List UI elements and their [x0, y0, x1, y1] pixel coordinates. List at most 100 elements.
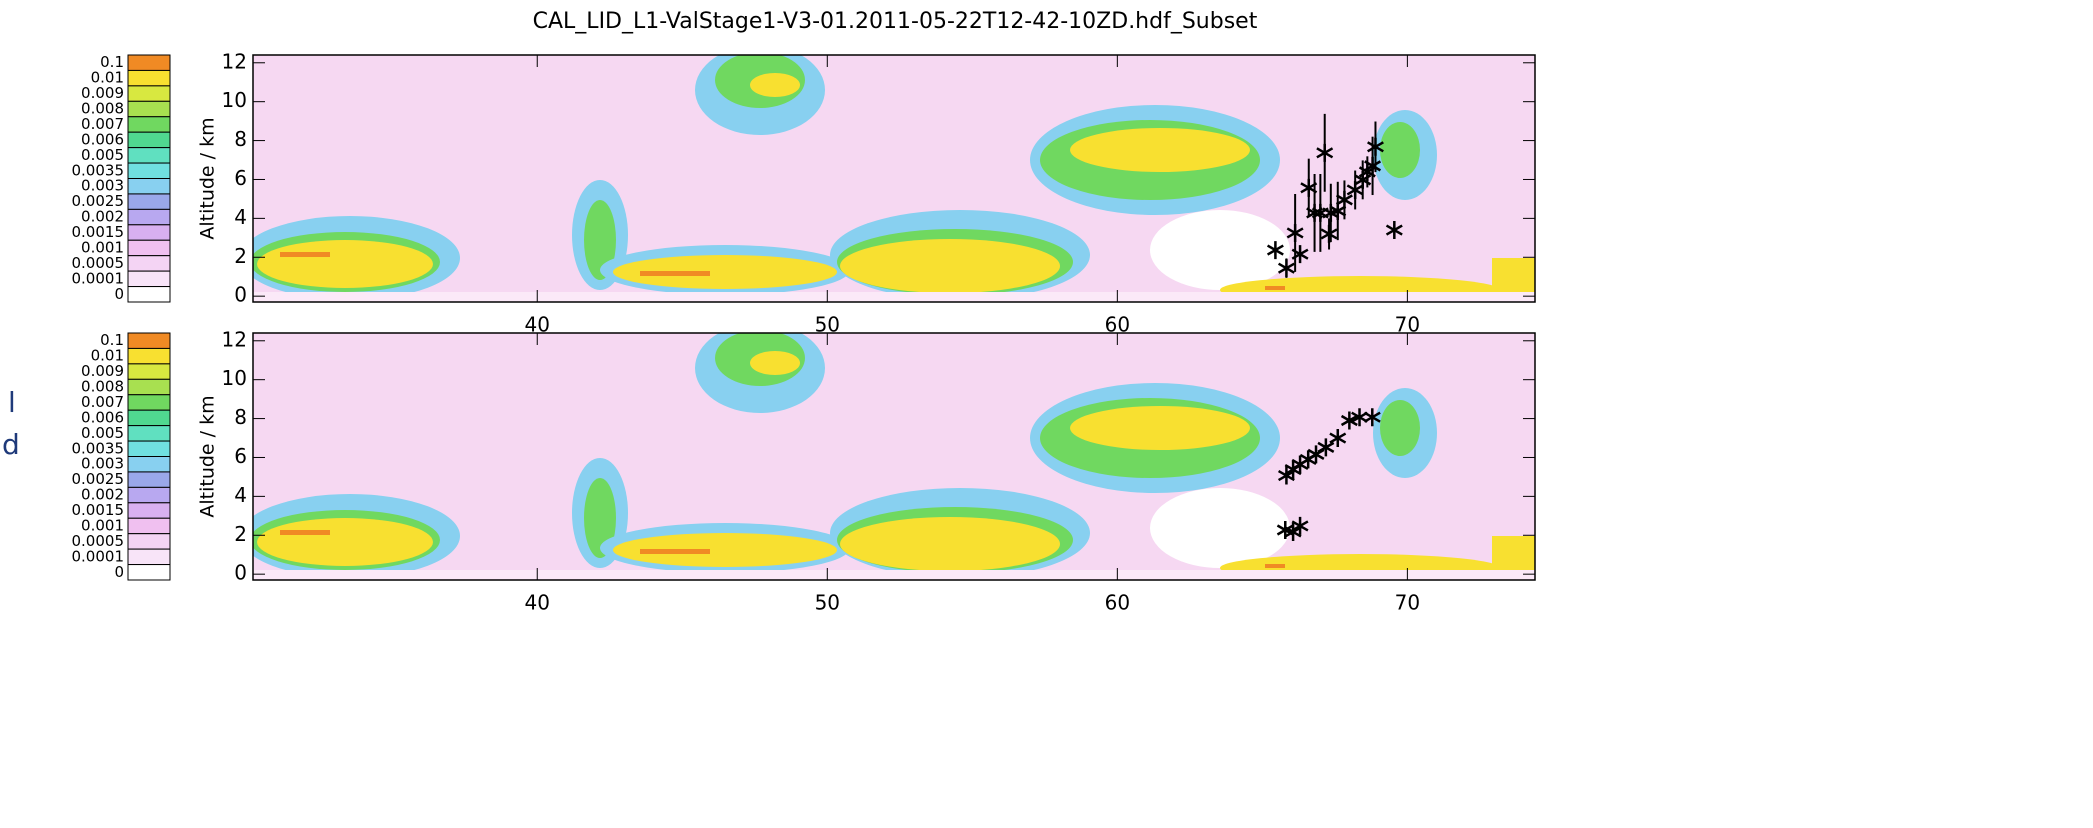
- colorbar-bin: [127, 224, 171, 241]
- colorbar-bin: [127, 239, 171, 257]
- colorbar-bin: [127, 100, 171, 118]
- colorbar-bin: [127, 440, 171, 457]
- x-tick-label: 60: [1105, 591, 1130, 615]
- point: [1364, 156, 1382, 175]
- y-tick-label: 4: [234, 205, 247, 229]
- colorbar-label: 0.1: [100, 331, 124, 349]
- y-tick-label: 2: [234, 244, 247, 268]
- y-tick-label: 6: [234, 166, 247, 190]
- colorbar-label: 0.1: [100, 53, 124, 71]
- colorbar-bin: [127, 131, 171, 149]
- y-tick-label: 4: [234, 483, 247, 507]
- colorbar-bin: [127, 486, 171, 504]
- point: [1316, 143, 1334, 162]
- colorbar-bin: [127, 270, 171, 288]
- colorbar-bin: [127, 255, 171, 272]
- point: [1320, 224, 1338, 243]
- colorbar-label: 0.01: [91, 69, 124, 87]
- point: [1277, 466, 1295, 485]
- colorbar-label: 0.002: [81, 486, 124, 504]
- colorbar-label: 0.008: [81, 378, 124, 396]
- y-tick-label: 0: [234, 561, 247, 585]
- colorbar-label: 0.0001: [72, 547, 125, 565]
- point: [1286, 223, 1304, 242]
- colorbar-bin: [127, 394, 171, 411]
- y-tick-label: 6: [234, 444, 247, 468]
- colorbar-bin: [127, 54, 171, 71]
- colorbar-label: 0.005: [81, 146, 124, 164]
- y-axis-label: Altitude / km: [197, 117, 219, 239]
- colorbar-label: 0.0005: [72, 532, 125, 550]
- y-axis-label: Altitude / km: [197, 395, 219, 517]
- colorbar-bin: [127, 533, 171, 550]
- x-tick-label: 50: [815, 591, 840, 615]
- colorbar-bin: [127, 471, 171, 488]
- point: [1335, 190, 1353, 209]
- y-tick-label: 0: [234, 283, 247, 307]
- colorbar-bin: [127, 178, 171, 195]
- colorbar-bin: [127, 193, 171, 210]
- y-tick-label: 8: [234, 405, 247, 429]
- y-tick-label: 10: [222, 366, 247, 390]
- point: [1363, 408, 1381, 427]
- colorbar-label: 0.006: [81, 130, 124, 148]
- y-tick-label: 2: [234, 522, 247, 546]
- colorbar-label: 0.0015: [72, 223, 125, 241]
- point: [1277, 259, 1295, 278]
- colorbar-bin: [127, 208, 171, 226]
- colorbar-bin: [127, 409, 171, 427]
- colorbar-bin: [127, 286, 171, 303]
- colorbar-label: 0.009: [81, 84, 124, 102]
- colorbar-label: 0.007: [81, 393, 124, 411]
- colorbar-label: 0.0005: [72, 254, 125, 272]
- colorbar-label: 0: [114, 285, 124, 303]
- colorbar-bin: [127, 502, 171, 519]
- x-tick-label: 40: [525, 591, 550, 615]
- colorbar-label: 0.0025: [72, 470, 125, 488]
- point: [1329, 429, 1347, 448]
- colorbar-label: 0: [114, 563, 124, 581]
- point: [1284, 522, 1302, 541]
- colorbar-label: 0.0025: [72, 192, 125, 210]
- colorbar-bin: [127, 116, 171, 133]
- panel-bottom: [253, 333, 1535, 580]
- colorbar-label: 0.01: [91, 347, 124, 365]
- colorbar-label: 0.0001: [72, 269, 125, 287]
- title: CAL_LID_L1-ValStage1-V3-01.2011-05-22T12…: [533, 9, 1258, 34]
- colorbar-label: 0.001: [81, 238, 124, 256]
- colorbar-bin: [127, 378, 171, 396]
- colorbar-bin: [127, 425, 171, 442]
- point: [1291, 245, 1309, 264]
- frame: [252, 332, 1536, 581]
- colorbar-bin: [127, 517, 171, 535]
- colorbar-label: 0.003: [81, 455, 124, 473]
- colorbar-label: 0.007: [81, 115, 124, 133]
- colorbar-bin: [127, 363, 171, 380]
- colorbar-bin: [127, 456, 171, 473]
- colorbar-bin: [127, 69, 171, 87]
- colorbar-label: 0.008: [81, 100, 124, 118]
- colorbar-bin: [127, 147, 171, 164]
- y-tick-label: 10: [222, 88, 247, 112]
- colorbar-bin: [127, 162, 171, 179]
- y-tick-label: 12: [222, 49, 247, 73]
- colorbar-label: 0.005: [81, 424, 124, 442]
- colorbar-label: 0.0035: [72, 439, 125, 457]
- point: [1385, 221, 1403, 240]
- x-tick-label: 70: [1395, 591, 1420, 615]
- y-tick-label: 12: [222, 327, 247, 351]
- colorbar-label: 0.0015: [72, 501, 125, 519]
- point: [1266, 241, 1284, 260]
- colorbar-label: 0.009: [81, 362, 124, 380]
- colorbar-bin: [127, 332, 171, 349]
- point: [1367, 137, 1384, 156]
- colorbar-bin: [127, 548, 171, 566]
- panel-top: [253, 55, 1535, 302]
- frame: [252, 54, 1536, 303]
- point: [1317, 438, 1335, 457]
- colorbar-label: 0.006: [81, 408, 124, 426]
- colorbar-bin: [127, 347, 171, 365]
- side-text: d: [2, 428, 20, 461]
- point: [1340, 411, 1358, 430]
